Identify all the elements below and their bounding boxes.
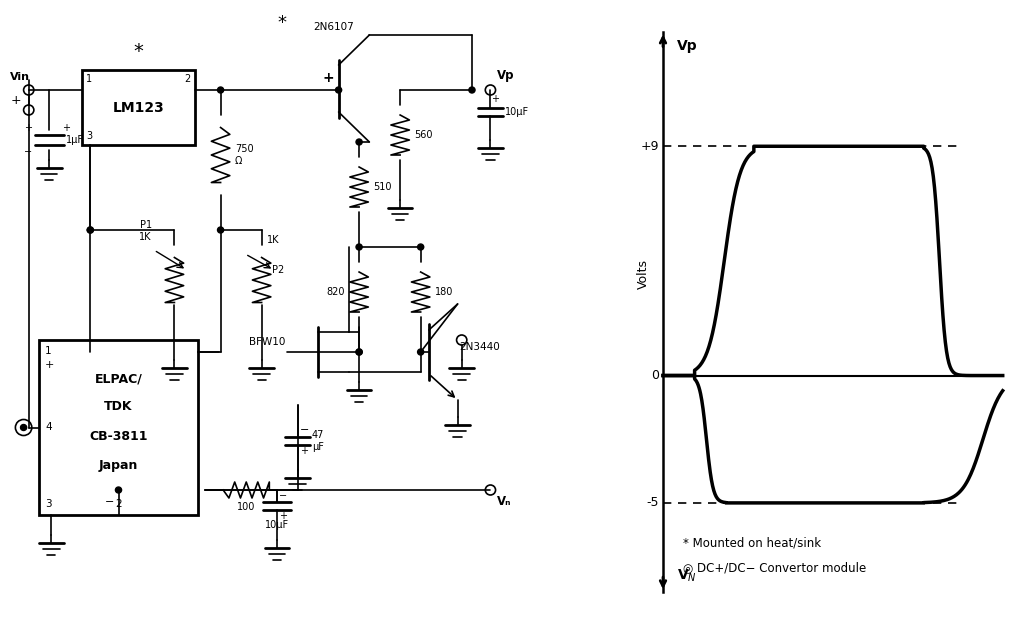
Circle shape (356, 244, 362, 250)
Text: P1
1K: P1 1K (140, 220, 152, 242)
Circle shape (218, 87, 224, 93)
Text: P2: P2 (272, 265, 284, 275)
Text: +9: +9 (640, 140, 659, 152)
Text: 4: 4 (45, 423, 51, 433)
Text: 2: 2 (185, 74, 191, 84)
Text: 10μF: 10μF (505, 107, 529, 117)
Circle shape (218, 227, 224, 233)
Text: +: + (62, 123, 70, 133)
Text: 750
Ω: 750 Ω (235, 144, 253, 166)
Text: Vp: Vp (497, 69, 514, 82)
Text: Volts: Volts (637, 259, 649, 289)
Text: * Mounted on heat/sink: * Mounted on heat/sink (682, 536, 821, 549)
Circle shape (336, 87, 342, 93)
Text: 1μF: 1μF (66, 135, 84, 145)
Text: 820: 820 (326, 287, 345, 297)
Text: 47
μF: 47 μF (312, 430, 324, 452)
Text: 2N6107: 2N6107 (313, 22, 354, 32)
Text: LM123: LM123 (113, 101, 164, 115)
Text: 2N3440: 2N3440 (460, 342, 501, 352)
Text: CB-3811: CB-3811 (89, 430, 148, 443)
Text: *: * (133, 42, 144, 62)
Text: 1K: 1K (267, 235, 279, 245)
Text: V$_N$: V$_N$ (677, 568, 697, 585)
Text: Vₙ: Vₙ (497, 495, 511, 508)
Text: 0: 0 (652, 369, 659, 382)
Text: +: + (279, 511, 287, 521)
Text: ◎ DC+/DC− Convertor module: ◎ DC+/DC− Convertor module (682, 561, 866, 575)
Text: *: * (278, 14, 286, 32)
Circle shape (418, 349, 424, 355)
Text: TDK: TDK (105, 400, 132, 413)
Text: 3: 3 (86, 131, 92, 141)
Circle shape (115, 487, 121, 493)
Circle shape (418, 244, 424, 250)
Text: −: − (24, 147, 32, 157)
Circle shape (356, 349, 362, 355)
Text: +: + (10, 94, 21, 107)
Text: 1: 1 (86, 74, 92, 84)
Circle shape (87, 227, 93, 233)
Text: +: + (491, 94, 500, 104)
Circle shape (469, 87, 475, 93)
Text: BFW10: BFW10 (249, 337, 285, 347)
Text: 510: 510 (373, 182, 392, 192)
Text: 100: 100 (237, 502, 255, 512)
Text: +: + (24, 123, 32, 133)
Text: 560: 560 (415, 130, 433, 140)
Circle shape (21, 425, 27, 430)
Bar (39, 340, 198, 515)
Text: 10μF: 10μF (265, 520, 289, 530)
Text: −: − (300, 425, 309, 435)
Text: 2: 2 (115, 499, 122, 509)
Text: −: − (105, 497, 114, 507)
Text: 1: 1 (45, 346, 51, 356)
Text: -5: -5 (646, 496, 659, 510)
Circle shape (356, 349, 362, 355)
Text: +: + (300, 446, 308, 456)
Text: 3: 3 (45, 499, 51, 509)
Text: ELPAC/: ELPAC/ (94, 372, 143, 385)
Text: +: + (322, 71, 334, 85)
Bar (82, 70, 195, 145)
Circle shape (356, 139, 362, 145)
Text: +: + (45, 360, 54, 370)
Circle shape (87, 227, 93, 233)
Text: −: − (279, 491, 287, 501)
Text: Vp: Vp (677, 39, 698, 54)
Text: Japan: Japan (98, 459, 139, 472)
Text: Vin: Vin (10, 72, 30, 82)
Text: 180: 180 (435, 287, 453, 297)
